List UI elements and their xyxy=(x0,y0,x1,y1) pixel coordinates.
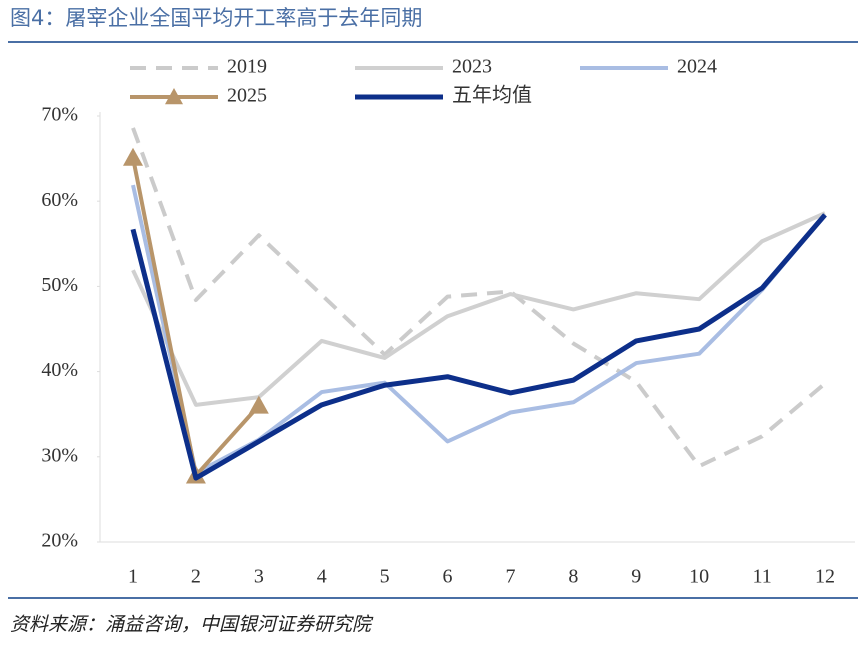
x-tick-label: 11 xyxy=(752,566,771,588)
legend-marker xyxy=(165,88,183,105)
legend-label: 2019 xyxy=(227,56,267,78)
x-tick-label: 5 xyxy=(380,566,390,588)
x-tick-label: 8 xyxy=(568,566,578,588)
marker xyxy=(248,395,269,414)
x-tick-label: 3 xyxy=(254,566,264,588)
series-line xyxy=(131,157,261,478)
y-tick-label: 50% xyxy=(41,274,78,296)
source: 资料来源：涌益咨询，中国银河证券研究院 xyxy=(10,614,374,636)
x-tick-label: 12 xyxy=(815,566,835,588)
legend-label: 2025 xyxy=(227,85,267,107)
series-line xyxy=(131,211,826,407)
x-tick-label: 2 xyxy=(191,566,201,588)
x-tick-label: 9 xyxy=(631,566,641,588)
y-tick-label: 20% xyxy=(41,530,78,552)
legend-label: 2024 xyxy=(677,56,717,78)
series-line xyxy=(130,213,827,481)
x-tick-label: 1 xyxy=(128,566,138,588)
x-tick-label: 6 xyxy=(443,566,453,588)
chart-title: 图4：屠宰企业全国平均开工率高于去年同期 xyxy=(10,6,422,30)
y-tick-label: 40% xyxy=(41,359,78,381)
y-tick-label: 70% xyxy=(41,104,78,126)
legend-label: 2023 xyxy=(452,56,492,78)
y-tick-label: 30% xyxy=(41,444,78,466)
x-tick-label: 4 xyxy=(317,566,327,588)
x-tick-label: 7 xyxy=(505,566,515,588)
series-line xyxy=(131,127,827,469)
x-tick-label: 10 xyxy=(689,566,709,588)
marker xyxy=(123,147,143,166)
y-tick-label: 60% xyxy=(41,189,78,211)
legend-label: 五年均值 xyxy=(452,84,532,107)
